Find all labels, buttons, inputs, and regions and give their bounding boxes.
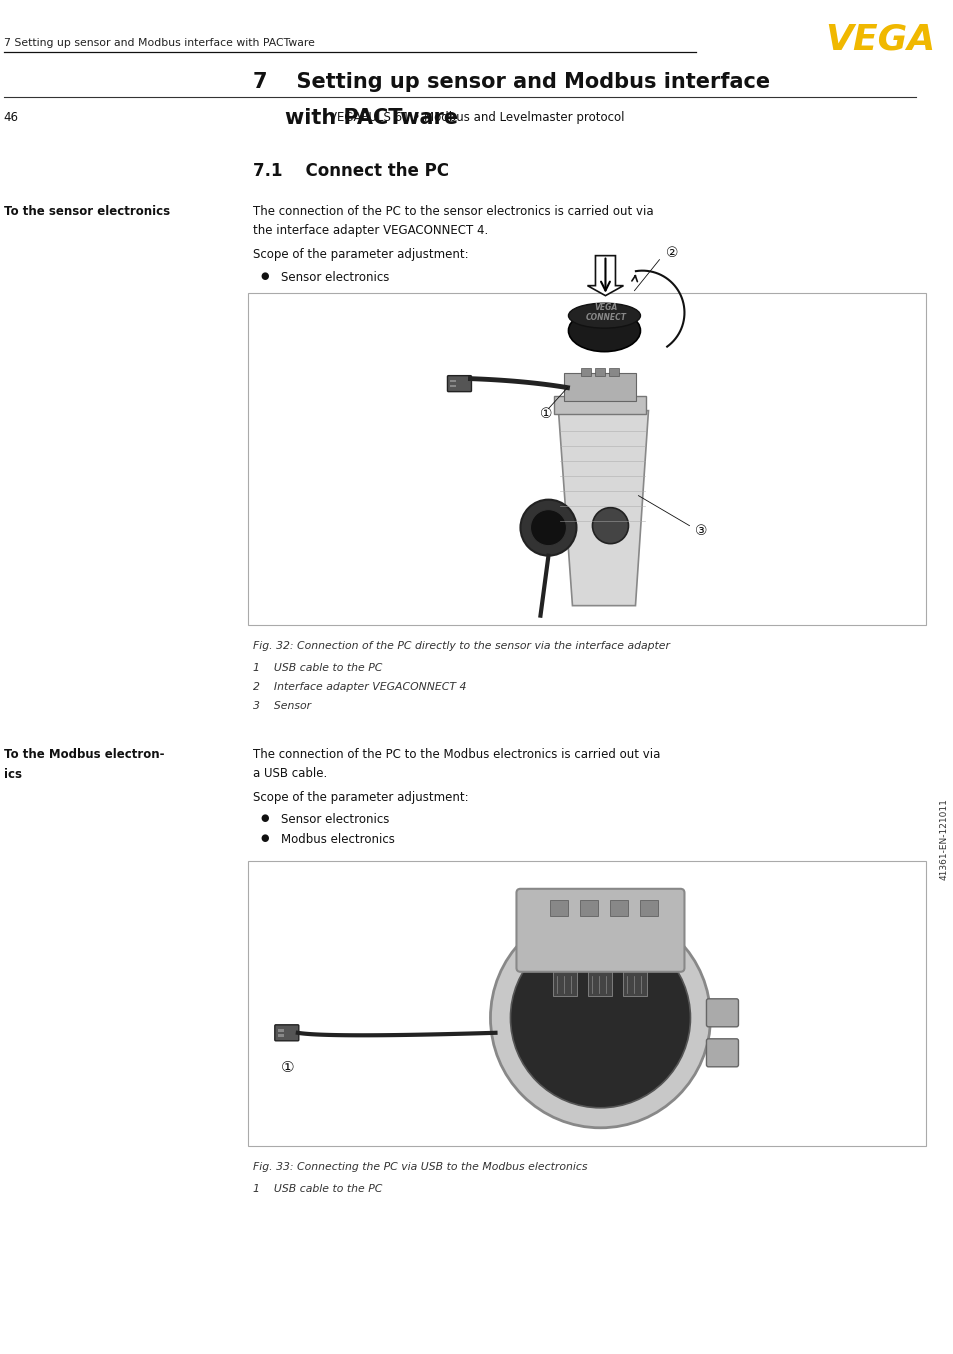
Text: To the sensor electronics: To the sensor electronics xyxy=(4,204,170,218)
Text: Sensor electronics: Sensor electronics xyxy=(280,271,389,284)
Bar xyxy=(450,385,456,387)
Bar xyxy=(579,900,598,915)
Text: The connection of the PC to the Modbus electronics is carried out via
a USB cabl: The connection of the PC to the Modbus e… xyxy=(253,747,659,780)
Text: 41361-EN-121011: 41361-EN-121011 xyxy=(939,799,947,880)
Text: 2    Interface adapter VEGACONNECT 4: 2 Interface adapter VEGACONNECT 4 xyxy=(253,682,466,692)
Bar xyxy=(588,971,612,995)
Text: ①: ① xyxy=(540,406,553,421)
Text: with PACTware: with PACTware xyxy=(285,108,457,129)
Bar xyxy=(550,900,568,915)
Text: ③: ③ xyxy=(695,524,707,538)
Text: 7.1    Connect the PC: 7.1 Connect the PC xyxy=(253,162,448,180)
Text: Fig. 32: Connection of the PC directly to the sensor via the interface adapter: Fig. 32: Connection of the PC directly t… xyxy=(253,640,669,651)
Bar xyxy=(595,368,605,375)
Bar xyxy=(596,965,604,969)
Bar xyxy=(248,861,925,1145)
Text: Sensor electronics: Sensor electronics xyxy=(280,812,389,826)
Text: VEGAPULS 61 • Modbus and Levelmaster protocol: VEGAPULS 61 • Modbus and Levelmaster pro… xyxy=(329,111,624,125)
Text: ics: ics xyxy=(4,768,22,781)
Bar xyxy=(554,395,646,413)
Text: 46: 46 xyxy=(4,111,19,125)
Text: The connection of the PC to the sensor electronics is carried out via
the interf: The connection of the PC to the sensor e… xyxy=(253,204,653,237)
Text: 3    Sensor: 3 Sensor xyxy=(253,701,311,711)
FancyBboxPatch shape xyxy=(706,1039,738,1067)
Ellipse shape xyxy=(568,310,639,352)
Polygon shape xyxy=(558,410,648,605)
Bar xyxy=(623,971,647,995)
Bar xyxy=(277,1034,283,1037)
Circle shape xyxy=(510,927,690,1108)
Text: Scope of the parameter adjustment:: Scope of the parameter adjustment: xyxy=(253,791,468,804)
Text: To the Modbus electron-: To the Modbus electron- xyxy=(4,747,164,761)
Text: VEGA: VEGA xyxy=(825,22,935,56)
Bar xyxy=(564,372,636,401)
Bar xyxy=(553,971,577,995)
Circle shape xyxy=(530,509,566,546)
Text: ●: ● xyxy=(260,271,269,282)
Text: 7    Setting up sensor and Modbus interface: 7 Setting up sensor and Modbus interface xyxy=(253,72,769,92)
Circle shape xyxy=(490,907,710,1128)
Bar xyxy=(581,368,591,375)
Bar xyxy=(450,380,456,382)
FancyBboxPatch shape xyxy=(447,375,471,391)
Circle shape xyxy=(592,508,628,544)
Bar xyxy=(639,900,658,915)
FancyBboxPatch shape xyxy=(706,999,738,1026)
Text: 1    USB cable to the PC: 1 USB cable to the PC xyxy=(253,663,382,673)
FancyBboxPatch shape xyxy=(516,888,683,972)
Text: 1    USB cable to the PC: 1 USB cable to the PC xyxy=(253,1183,382,1194)
Text: ①: ① xyxy=(281,1060,294,1075)
Polygon shape xyxy=(587,256,623,295)
Circle shape xyxy=(520,500,576,555)
Text: ②: ② xyxy=(666,245,679,260)
Text: VEGA
CONNECT: VEGA CONNECT xyxy=(585,303,626,322)
Text: Scope of the parameter adjustment:: Scope of the parameter adjustment: xyxy=(253,248,468,261)
Text: Modbus electronics: Modbus electronics xyxy=(280,833,395,846)
Text: ●: ● xyxy=(260,833,269,844)
Ellipse shape xyxy=(568,303,639,328)
Bar xyxy=(610,900,628,915)
Bar xyxy=(248,292,925,626)
Text: ●: ● xyxy=(260,812,269,823)
Bar xyxy=(277,1029,283,1032)
Bar xyxy=(609,368,618,375)
FancyBboxPatch shape xyxy=(274,1025,298,1041)
Text: Fig. 33: Connecting the PC via USB to the Modbus electronics: Fig. 33: Connecting the PC via USB to th… xyxy=(253,1162,587,1173)
Text: 7 Setting up sensor and Modbus interface with PACTware: 7 Setting up sensor and Modbus interface… xyxy=(4,38,314,47)
